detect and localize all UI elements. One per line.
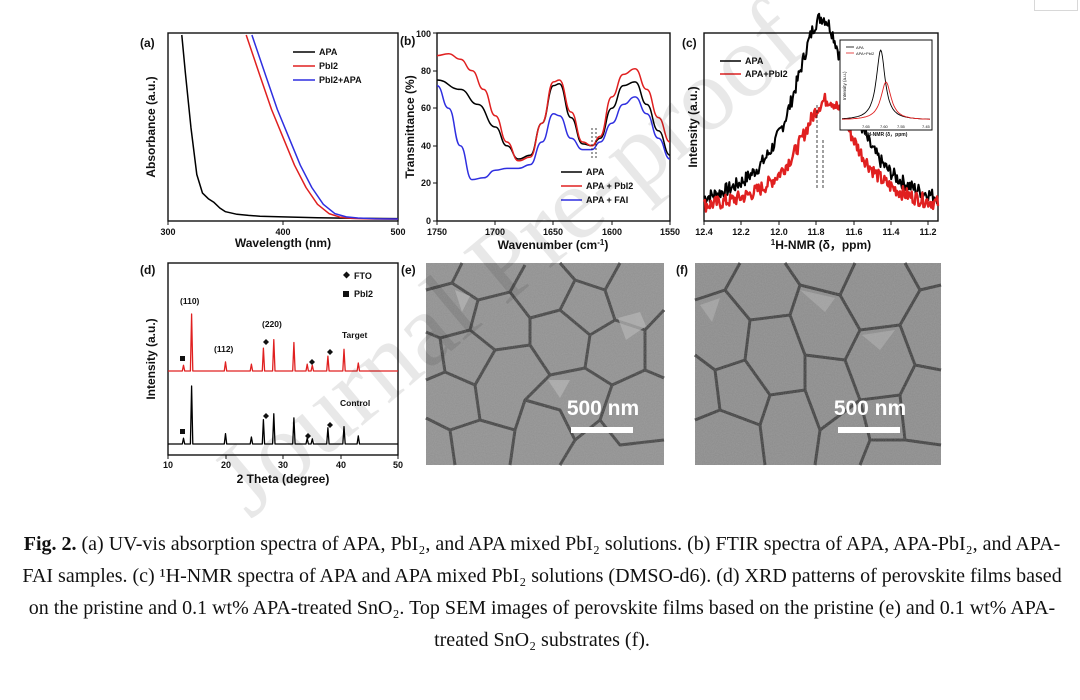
b-series-apa — [436, 79, 671, 160]
d-legend-fto: FTO — [354, 271, 372, 281]
panel-b-series — [436, 52, 671, 181]
c-xtick-11-2: 11.2 — [919, 227, 936, 237]
a-xlabel: Wavelength (nm) — [235, 236, 331, 250]
d-xtick-30: 30 — [278, 460, 288, 470]
d-legend-fto-marker — [343, 271, 350, 279]
c-inset-ylabel: Intensity (a.u.) — [842, 71, 847, 100]
c-inset-xtick-0: 7.65 — [862, 124, 871, 129]
c-inset-legend-apa-pbi2: APA+PbI2 — [856, 51, 875, 56]
caption-prefix: Fig. 2. — [23, 533, 77, 555]
b-legend-apa: APA — [586, 167, 605, 177]
panel-d: (d) 10 20 30 40 50 2 Theta (degree) Inte… — [140, 262, 403, 486]
c-legend-apa: APA — [745, 56, 764, 66]
d-xlabel: 2 Theta (degree) — [237, 472, 330, 486]
b-ytick-100: 100 — [416, 29, 431, 39]
b-xtick-1700: 1700 — [485, 227, 505, 237]
panel-a: (a) 300 400 500 Wavelength (nm) Absorban… — [140, 32, 406, 250]
panel-b-label: (b) — [400, 34, 415, 48]
a-xtick-500: 500 — [390, 227, 405, 237]
c-xtick-12-2: 12.2 — [732, 227, 750, 237]
d-legend-pbi2-marker — [343, 291, 349, 297]
a-series-apa — [181, 34, 399, 220]
b-xlabel: Wavenumber (cm-1) — [498, 238, 609, 252]
c-xtick-11-4: 11.4 — [882, 227, 899, 237]
a-xtick-300: 300 — [160, 227, 175, 237]
c-xtick-12-0: 12.0 — [770, 227, 788, 237]
sem-e-scale-bar — [571, 427, 633, 433]
panel-e-label: (e) — [401, 263, 416, 277]
b-legend-apa-pbi2: APA + PbI2 — [586, 181, 633, 191]
c-inset-xtick-3: 7.45 — [922, 124, 931, 129]
b-ylabel: Transmittance (%) — [403, 75, 417, 178]
panel-e: (e) 5 — [401, 262, 666, 466]
figure-caption: Fig. 2. (a) UV-vis absorption spectra of… — [20, 528, 1064, 656]
c-ylabel: Intensity (a.u.) — [686, 86, 700, 167]
a-series-pbi2-apa — [251, 34, 399, 220]
b-series-apa-fai — [436, 84, 671, 181]
corner-tab — [1034, 0, 1078, 11]
sem-e-scale-label: 500 nm — [567, 397, 639, 420]
d-peak-label-110: (110) — [180, 296, 200, 306]
d-xtick-10: 10 — [163, 460, 173, 470]
c-legend-apa-pbi2: APA+PbI2 — [745, 69, 788, 79]
panel-c-label: (c) — [682, 36, 697, 50]
c-inset-series-apa-pbi2 — [841, 81, 931, 120]
d-series-target — [168, 313, 398, 372]
panel-c-inset: APA APA+PbI2 Intensity (a.u.) 7.65 7.60 … — [839, 39, 933, 138]
a-ylabel: Absorbance (a.u.) — [144, 76, 158, 177]
sem-f-scale-bar — [838, 427, 900, 433]
panel-a-label: (a) — [140, 36, 155, 50]
c-xtick-11-6: 11.6 — [845, 227, 862, 237]
d-xtick-40: 40 — [336, 460, 346, 470]
b-xtick-1600: 1600 — [602, 227, 622, 237]
a-legend-pbi2-apa: PbI2+APA — [319, 75, 362, 85]
d-series-label-control: Control — [340, 398, 370, 408]
b-ytick-0: 0 — [426, 216, 431, 226]
panel-c: (c) 12.4 12.2 12.0 11.8 11.6 11.4 11.2 1… — [682, 12, 940, 252]
d-ylabel: Intensity (a.u.) — [144, 318, 158, 399]
figure-canvas: (a) 300 400 500 Wavelength (nm) Absorban… — [140, 0, 942, 520]
panel-f-label: (f) — [676, 263, 688, 277]
b-legend-apa-fai: APA + FAI — [586, 195, 628, 205]
b-series-apa-pbi2 — [436, 52, 671, 162]
panel-b: (b) 1750 1700 1650 1600 1550 Wavenumber … — [400, 29, 680, 252]
d-xtick-50: 50 — [393, 460, 403, 470]
b-ytick-60: 60 — [421, 103, 431, 113]
b-ytick-40: 40 — [421, 141, 431, 151]
panel-c-inset-series — [841, 49, 931, 120]
b-xtick-1750: 1750 — [427, 227, 447, 237]
b-ytick-80: 80 — [421, 66, 431, 76]
a-legend-pbi2: PbI2 — [319, 61, 338, 71]
d-xtick-20: 20 — [221, 460, 231, 470]
panel-a-series — [181, 34, 399, 220]
c-xtick-12-4: 12.4 — [695, 227, 713, 237]
c-inset-xtick-2: 7.55 — [897, 124, 906, 129]
c-xtick-11-8: 11.8 — [807, 227, 824, 237]
c-series-apa — [703, 12, 939, 205]
c-inset-legend-apa: APA — [856, 45, 864, 50]
panel-f: (f) 500 nm — [676, 262, 942, 466]
sem-f-scale-label: 500 nm — [834, 397, 906, 420]
b-ytick-20: 20 — [421, 178, 431, 188]
d-peak-label-112: (112) — [214, 344, 234, 354]
b-xtick-1650: 1650 — [543, 227, 563, 237]
panel-c-series — [702, 12, 940, 213]
c-inset-xtick-1: 7.60 — [880, 124, 889, 129]
d-series-control — [168, 385, 398, 445]
panel-c-axes — [703, 32, 939, 222]
b-xtick-1550: 1550 — [660, 227, 680, 237]
panel-d-label: (d) — [140, 263, 155, 277]
d-peak-label-220: (220) — [262, 319, 282, 329]
d-legend-pbi2: PbI2 — [354, 289, 373, 299]
c-inset-xlabel: 1H-NMR (δ，ppm) — [865, 132, 908, 138]
c-series-apa-pbi2 — [702, 92, 940, 213]
caption-text: (a) UV-vis absorption spectra of APA, Pb… — [22, 533, 1062, 651]
d-series-label-target: Target — [342, 330, 368, 340]
a-legend-apa: APA — [319, 47, 338, 57]
c-xlabel: 1H-NMR (δ，ppm) — [771, 238, 871, 252]
panel-d-series — [168, 313, 398, 445]
a-xtick-400: 400 — [275, 227, 290, 237]
